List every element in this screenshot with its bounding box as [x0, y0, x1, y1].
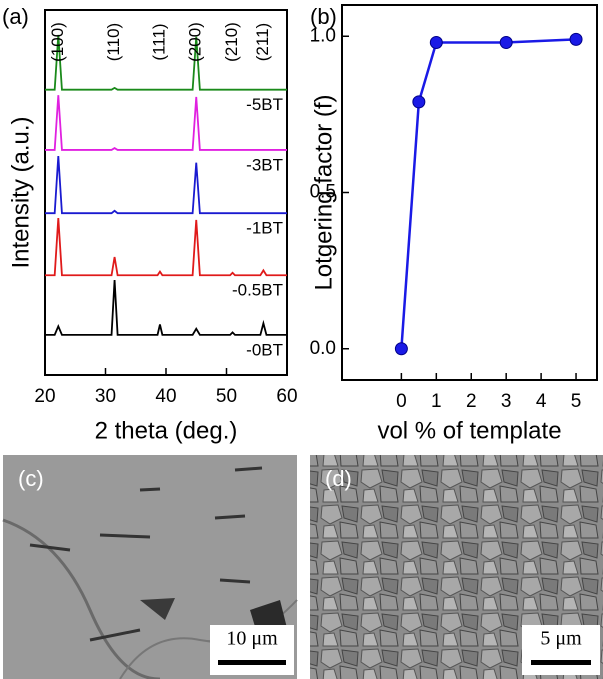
- panel-label: (c): [18, 466, 44, 491]
- series-line: [400, 38, 577, 349]
- scale-bar: [218, 660, 286, 665]
- plot-frame: [44, 9, 288, 376]
- series-label: -3BT: [246, 155, 283, 174]
- series-label: -0BT: [246, 340, 283, 359]
- peak-label: (111): [149, 23, 168, 60]
- x-tick-label: 3: [501, 391, 512, 412]
- series-label: -5BT: [246, 95, 283, 114]
- panel-label: (a): [2, 4, 29, 29]
- peak-label: (100): [48, 22, 67, 62]
- y-tick-label: 0.5: [310, 182, 336, 203]
- x-tick-label: 40: [155, 386, 176, 407]
- x-axis-label: 2 theta (deg.): [95, 417, 238, 444]
- series-line: [45, 34, 287, 91]
- data-point: [499, 36, 513, 49]
- scale-bar-label: 5 μm: [540, 628, 582, 650]
- series-label: -1BT: [246, 219, 283, 238]
- x-tick-label: 60: [276, 386, 297, 407]
- x-tick-label: 30: [95, 386, 116, 407]
- x-tick-label: 5: [571, 391, 582, 412]
- x-tick-label: 4: [536, 391, 547, 412]
- peak-label: (110): [104, 23, 123, 61]
- series-line: [45, 155, 287, 215]
- scale-bar-box: [210, 625, 294, 675]
- panel-label: (d): [325, 466, 352, 491]
- plot-frame: [341, 4, 598, 381]
- scale-bar-box: [522, 625, 600, 675]
- y-tick-label: 0.0: [310, 338, 336, 359]
- x-tick-label: 2: [466, 391, 477, 412]
- x-tick-label: 20: [34, 386, 55, 407]
- y-axis-label: Lotgering factor (f): [310, 94, 337, 290]
- x-tick-label: 0: [396, 391, 407, 412]
- x-tick-label: 50: [216, 386, 237, 407]
- series-line: [45, 217, 287, 277]
- series-label: -0.5BT: [232, 281, 283, 300]
- peak-label: (211): [253, 23, 272, 61]
- data-point: [429, 36, 443, 49]
- scale-bar: [531, 660, 591, 665]
- data-point: [412, 95, 426, 109]
- peak-label: (200): [186, 22, 205, 62]
- scale-bar-label: 10 μm: [226, 628, 278, 650]
- series-line: [45, 95, 287, 151]
- series-line: [45, 280, 287, 336]
- y-axis-label: Intensity (a.u.): [7, 116, 34, 268]
- panel-label: (b): [310, 4, 337, 29]
- x-axis-label: vol % of template: [377, 417, 561, 444]
- x-tick-label: 1: [431, 391, 442, 412]
- data-point: [569, 32, 583, 46]
- y-tick-label: 1.0: [310, 25, 336, 46]
- peak-label: (210): [222, 22, 241, 62]
- data-point: [394, 342, 408, 356]
